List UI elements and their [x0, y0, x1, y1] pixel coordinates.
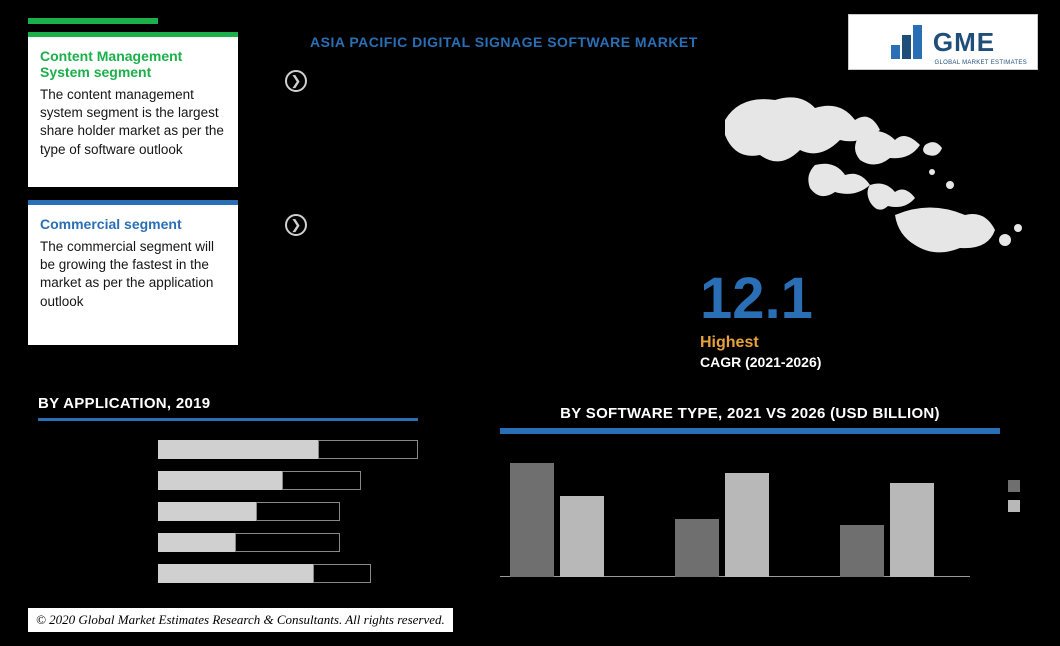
hbar-fill — [158, 471, 283, 490]
hbar-row — [158, 440, 438, 459]
logo-text: GME — [933, 27, 995, 58]
application-hbar-chart — [158, 440, 438, 595]
cagr-value: 12.1 — [700, 270, 821, 328]
bar — [725, 473, 769, 577]
insight-card-cms: Content Management System segment The co… — [28, 32, 238, 187]
hbar-row — [158, 533, 438, 552]
logo-bars-icon — [891, 25, 925, 59]
cagr-block: 12.1 Highest CAGR (2021-2026) — [700, 270, 821, 370]
card-accent-bar — [28, 200, 238, 205]
hbar-fill — [158, 502, 257, 521]
card-accent-bar — [28, 32, 238, 37]
bar — [510, 463, 554, 577]
software-type-bar-chart — [500, 445, 970, 595]
accent-top-bar — [28, 18, 158, 24]
logo-subtext: GLOBAL MARKET ESTIMATES — [935, 60, 1027, 66]
chart-legend — [1008, 480, 1026, 520]
card-body: The commercial segment will be growing t… — [40, 238, 226, 311]
legend-swatch — [1008, 500, 1020, 512]
cagr-highest-label: Highest — [700, 334, 821, 352]
section-heading-application: BY APPLICATION, 2019 — [38, 395, 418, 421]
brand-logo: GME GLOBAL MARKET ESTIMATES — [848, 14, 1038, 70]
hbar-row — [158, 471, 438, 490]
hbar-row — [158, 502, 438, 521]
card-title: Commercial segment — [40, 216, 226, 232]
copyright-footer: © 2020 Global Market Estimates Research … — [28, 608, 453, 632]
legend-swatch — [1008, 480, 1020, 492]
bar — [560, 496, 604, 577]
legend-item — [1008, 500, 1026, 512]
hbar-fill — [158, 533, 236, 552]
bullet-icon: ❯ — [285, 70, 307, 92]
page-title: ASIA PACIFIC DIGITAL SIGNAGE SOFTWARE MA… — [310, 34, 698, 50]
section-heading-software-type: BY SOFTWARE TYPE, 2021 VS 2026 (USD BILL… — [500, 405, 1000, 428]
cagr-range-label: CAGR (2021-2026) — [700, 354, 821, 370]
section-heading-underline — [500, 428, 1000, 434]
card-title: Content Management System segment — [40, 48, 226, 80]
hbar-fill — [158, 440, 319, 459]
hbar-row — [158, 564, 438, 583]
insight-card-commercial: Commercial segment The commercial segmen… — [28, 200, 238, 345]
bar — [675, 519, 719, 578]
asia-pacific-map-icon — [720, 90, 1030, 260]
hbar-fill — [158, 564, 314, 583]
bar — [890, 483, 934, 577]
bar — [840, 525, 884, 577]
bullet-icon: ❯ — [285, 214, 307, 236]
legend-item — [1008, 480, 1026, 492]
card-body: The content management system segment is… — [40, 86, 226, 159]
